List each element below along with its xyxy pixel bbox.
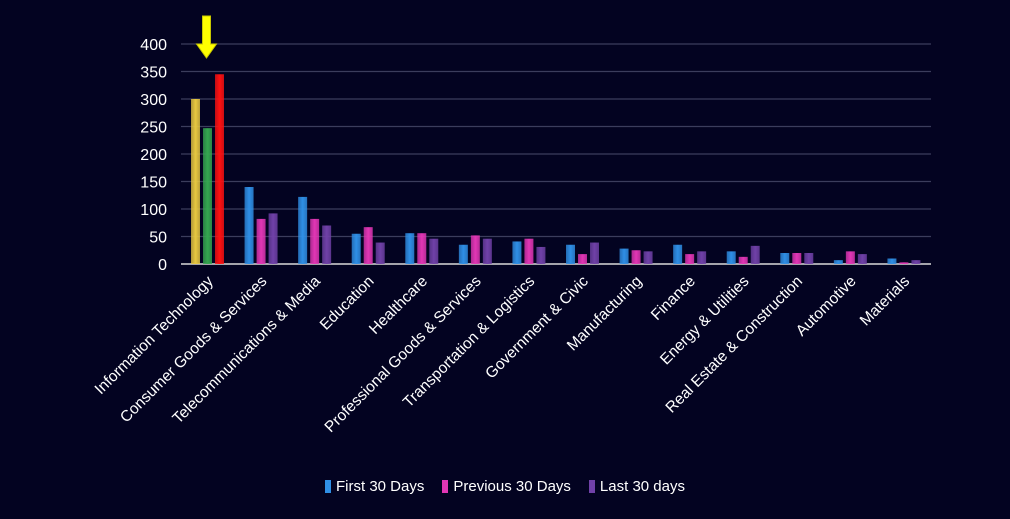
bar-previous-30-days [631,250,641,264]
bar-first-30-days [244,187,254,264]
x-tick-label: Finance [648,273,699,324]
bar-first-30-days [619,248,629,264]
bar-previous-30-days [256,218,266,264]
bar-previous-30-days [310,218,320,264]
y-tick-label: 350 [140,65,167,82]
bar-last-30-days [429,238,439,264]
bar-last-30-days [375,242,385,264]
bar-first-30-days [566,244,575,264]
bar-last-30-days [268,213,278,264]
y-tick-label: 300 [140,92,167,109]
legend-swatch-last [588,480,595,493]
bar-last-30-days [536,246,546,264]
y-tick-label: 250 [140,120,167,137]
bar-previous-30-days [899,262,909,264]
y-tick-label: 150 [140,175,167,192]
legend: First 30 Days Previous 30 Days Last 30 d… [0,478,1010,495]
legend-label-previous: Previous 30 Days [453,478,571,495]
bar-first-30-days [191,99,200,264]
bar-previous-30-days [524,238,534,264]
bar-previous-30-days [470,235,480,264]
legend-swatch-previous [442,480,449,493]
y-tick-label: 200 [140,147,167,164]
bar-previous-30-days [578,254,587,264]
bar-last-30-days [857,254,867,264]
bar-first-30-days [673,244,683,264]
bar-last-30-days [590,242,599,264]
bar-previous-30-days [685,254,695,264]
bar-first-30-days [405,233,415,264]
x-tick-label: Materials [857,273,914,330]
bar-previous-30-days [845,251,855,264]
bar-previous-30-days [203,128,212,264]
legend-swatch-first [325,480,331,493]
legend-item-first-30-days: First 30 Days [325,478,424,495]
bar-last-30-days [215,74,224,264]
bar-last-30-days [322,225,332,264]
bar-previous-30-days [417,233,427,264]
y-tick-label: 400 [140,37,167,54]
bar-previous-30-days [363,227,373,264]
bar-first-30-days [512,241,522,264]
bar-first-30-days [458,244,468,264]
bar-first-30-days [887,258,897,264]
bar-first-30-days [726,251,736,264]
bar-previous-30-days [792,253,802,264]
legend-label-last: Last 30 days [599,478,685,495]
bar-first-30-days [780,253,790,264]
y-tick-label: 0 [158,257,167,274]
x-tick-label: Government & Civic [482,273,592,383]
legend-item-last-30-days: Last 30 days [588,478,685,495]
highlight-arrow-icon [195,15,218,59]
legend-item-previous-30-days: Previous 30 Days [442,478,571,495]
bar-last-30-days [804,253,814,264]
bar-last-30-days [643,251,653,264]
bar-last-30-days [911,260,921,264]
y-tick-label: 50 [149,230,167,247]
bar-previous-30-days [738,256,748,264]
legend-label-first: First 30 Days [336,478,425,495]
bar-last-30-days [750,245,760,264]
bar-first-30-days [298,196,308,264]
bar-last-30-days [697,251,707,264]
y-tick-label: 100 [140,202,167,219]
bar-first-30-days [351,233,361,264]
bar-last-30-days [482,238,492,264]
bar-first-30-days [833,260,843,264]
